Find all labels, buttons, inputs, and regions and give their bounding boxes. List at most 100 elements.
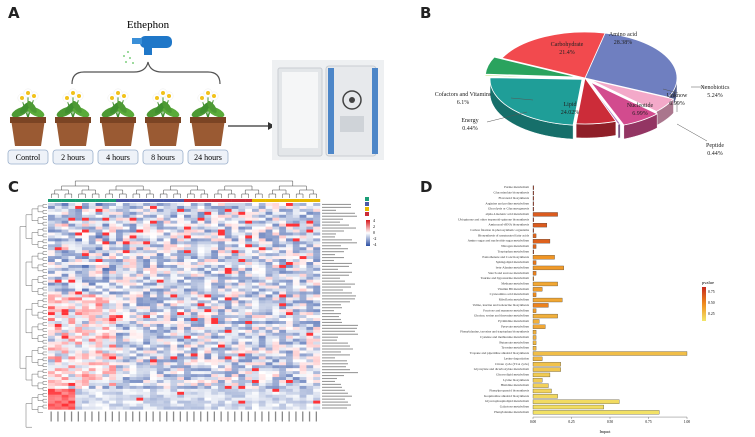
heatmap-cell [82, 341, 89, 345]
heatmap-cell [252, 229, 259, 233]
heatmap-cell [258, 380, 266, 384]
heatmap-cell [190, 350, 198, 354]
heatmap-cell [265, 335, 273, 339]
heatmap-cell [95, 282, 103, 286]
heatmap-cell [116, 338, 123, 342]
heatmap-cell [238, 309, 246, 313]
heatmap-cell [122, 350, 130, 354]
heatmap-cell [190, 208, 198, 213]
heatmap-cell [279, 205, 287, 210]
row-label [322, 342, 348, 344]
heatmap-cell [48, 244, 55, 248]
heatmap-cell [95, 377, 103, 381]
heatmap-cell [75, 250, 83, 254]
heatmap-cell [238, 323, 246, 328]
heatmap-cell [143, 394, 151, 398]
heatmap-cell [177, 214, 185, 218]
heatmap-cell [82, 241, 89, 245]
heatmap-cell [170, 315, 178, 319]
heatmap-cell [136, 380, 144, 384]
heatmap-cell [299, 323, 307, 328]
impact-bar [532, 394, 558, 399]
heatmap-cell [299, 203, 307, 207]
heatmap-cell [184, 288, 191, 292]
heatmap-cell [163, 353, 171, 357]
heatmap-cell [190, 397, 198, 401]
heatmap-cell [184, 397, 191, 401]
heatmap-cell [88, 374, 96, 378]
heatmap-cell [170, 223, 178, 227]
heatmap-cell [265, 253, 273, 257]
pathway-label: Pantothenate and CoA biosynthesis [482, 255, 529, 259]
heatmap-cell [292, 229, 300, 233]
row-dendrogram [19, 204, 47, 428]
heatmap-cell [68, 235, 76, 239]
heatmap-cell [238, 259, 246, 263]
heatmap-cell [116, 267, 123, 272]
heatmap-cell [150, 279, 157, 283]
group-bar-cell [197, 199, 205, 202]
heatmap-cell [184, 394, 191, 398]
pathway-label: Methane metabolism [501, 282, 529, 286]
heatmap-cell [177, 321, 185, 325]
heatmap-cell [109, 229, 117, 233]
heatmap-cell [245, 318, 253, 322]
group-bar-cell [136, 199, 144, 202]
heatmap-cell [143, 250, 151, 254]
heatmap-cell [204, 371, 212, 375]
heatmap-cell [177, 229, 185, 233]
heatmap-cell [150, 321, 157, 325]
heatmap-cell [279, 223, 287, 227]
heatmap-cell [82, 406, 89, 410]
pathway-label: Taurine and hypotaurine metabolism [481, 276, 530, 280]
heatmap-cell [272, 397, 280, 401]
heatmap-cell [238, 332, 246, 336]
heatmap-cell [156, 203, 164, 207]
heatmap-cell [163, 385, 171, 390]
heatmap-cell [245, 350, 253, 354]
heatmap-cell [231, 288, 239, 292]
heatmap-cell [48, 253, 55, 257]
group-bar-cell [150, 199, 157, 202]
pathway-label: Cysteine and methionine metabolism [480, 335, 529, 339]
heatmap-cell [102, 303, 110, 307]
heatmap-cell [48, 397, 55, 401]
heatmap-cell [156, 282, 164, 286]
heatmap-cell [238, 253, 246, 257]
heatmap-cell [272, 300, 280, 304]
heatmap-cell [163, 380, 171, 384]
heatmap-cell [299, 374, 307, 378]
heatmap-cell [292, 323, 300, 328]
heatmap-cell [143, 244, 151, 248]
x-tick-label: 1.00 [684, 420, 690, 424]
heatmap-cell [279, 226, 287, 230]
heatmap-cell [156, 347, 164, 351]
heatmap-cell [116, 235, 123, 239]
heatmap-cell [184, 365, 191, 369]
heatmap-cell [143, 368, 151, 372]
heatmap-cell [204, 229, 212, 233]
heatmap-cell [190, 394, 198, 398]
heatmap-cell [109, 217, 117, 221]
heatmap-cell [82, 291, 89, 295]
heatmap-cell [156, 223, 164, 227]
heatmap-cell [116, 335, 123, 339]
heatmap-cell [224, 273, 232, 277]
heatmap-cell [68, 205, 76, 210]
heatmap-cell [197, 229, 205, 233]
heatmap-cell [109, 241, 117, 245]
column-label [64, 411, 66, 422]
heatmap-cell [109, 262, 117, 266]
heatmap-cell [143, 238, 151, 242]
heatmap-cell [61, 368, 69, 372]
heatmap-cell [54, 323, 62, 328]
heatmap-cell [109, 391, 117, 395]
pathway-label: Glyoxylate and dicarboxylate metabolism [474, 367, 530, 371]
heatmap-cell [156, 285, 164, 289]
heatmap-cell [68, 377, 76, 381]
heatmap-cell [177, 397, 185, 401]
heatmap-cell [54, 259, 62, 263]
heatmap-cell [265, 285, 273, 289]
heatmap-cell [61, 297, 69, 301]
heatmap-cell [150, 312, 157, 316]
